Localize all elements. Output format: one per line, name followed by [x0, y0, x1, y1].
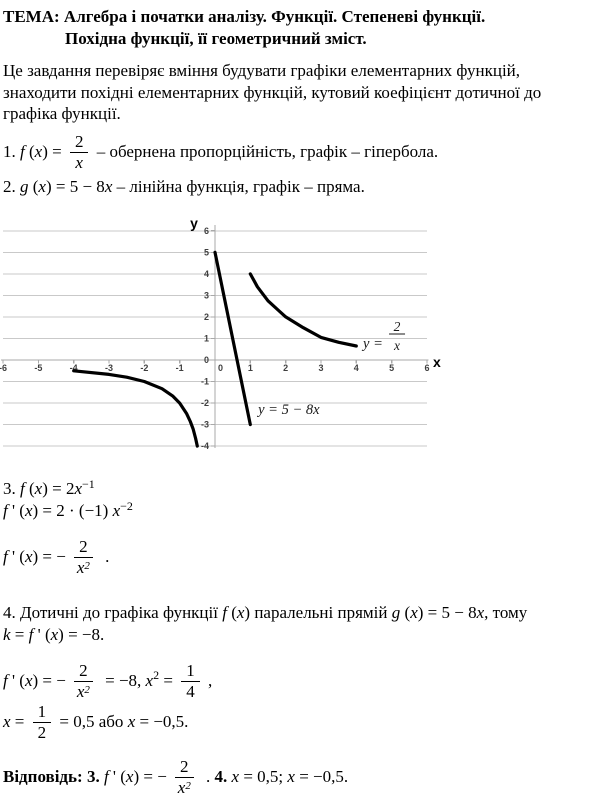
- tick-labels: -6 -5 -4 -3 -2 -1 0 1 2 3 4 5 6 -4 -3 -2 -1 0 1 2 3 4 5 6: [0, 226, 429, 451]
- item3-line1: 3. f (x) = 2x−1: [3, 477, 95, 498]
- svg-text:3: 3: [318, 363, 323, 373]
- svg-text:4: 4: [354, 363, 359, 373]
- axis-titles: yx: [190, 215, 441, 370]
- svg-text:-3: -3: [201, 420, 209, 430]
- svg-text:5: 5: [204, 247, 209, 257]
- axis-label-x: x: [433, 354, 441, 370]
- svg-text:y = 5 − 8x: y = 5 − 8x: [256, 402, 320, 418]
- svg-text:0: 0: [204, 355, 209, 365]
- item4-line2: k = f ' (x) = −8.: [3, 624, 105, 644]
- page-title: ТЕМА: Алгебра і початки аналізу. Функції…: [3, 6, 485, 49]
- svg-text:5: 5: [389, 363, 394, 373]
- item3-line3: f ' (x) = − 2 x2 .: [3, 537, 110, 577]
- intro-paragraph: Це завдання перевіряє вміння будувати гр…: [3, 60, 541, 125]
- axis-label-y: y: [190, 215, 198, 231]
- svg-text:-4: -4: [70, 363, 78, 373]
- svg-text:-1: -1: [201, 377, 209, 387]
- svg-text:3: 3: [204, 290, 209, 300]
- item3-line2: f ' (x) = 2 · (−1) x−2: [3, 498, 133, 520]
- svg-text:2: 2: [204, 312, 209, 322]
- svg-text:-1: -1: [176, 363, 184, 373]
- svg-text:x: x: [393, 338, 400, 353]
- svg-text:2: 2: [394, 319, 401, 334]
- intro-line-2: знаходити похідні елементарних функцій, …: [3, 82, 542, 102]
- svg-text:6: 6: [204, 226, 209, 236]
- page-title-line1: ТЕМА: Алгебра і початки аналізу. Функції…: [3, 7, 486, 26]
- svg-text:-2: -2: [201, 398, 209, 408]
- intro-line-3: графіка функції.: [3, 104, 121, 123]
- svg-text:4: 4: [204, 269, 209, 279]
- intro-line-1: Це завдання перевіряє вміння будувати гр…: [3, 61, 521, 80]
- series: [72, 250, 358, 448]
- item4-line1: 4. Дотичні до графіка функції f (x) пара…: [3, 603, 528, 622]
- svg-text:-4: -4: [201, 441, 209, 451]
- item2-formula: 2. g (x) = 5 − 8x – лінійна функція, гра…: [3, 177, 365, 196]
- svg-text:2: 2: [283, 363, 288, 373]
- curve-labels: y = 2 x y = 5 − 8x: [256, 319, 406, 418]
- svg-text:1: 1: [204, 333, 209, 343]
- svg-text:-5: -5: [34, 363, 42, 373]
- svg-text:6: 6: [424, 363, 429, 373]
- svg-text:y =: y =: [361, 336, 383, 352]
- answer-line: Відповідь: 3. f ' (x) = − 2 x2 . 4. x = 0…: [3, 757, 349, 797]
- svg-text:0: 0: [218, 363, 223, 373]
- svg-text:-3: -3: [105, 363, 113, 373]
- axes: [1, 225, 429, 448]
- svg-text:1: 1: [248, 363, 253, 373]
- svg-text:-6: -6: [0, 363, 7, 373]
- page-title-line2: Похідна функції, її геометричний зміст.: [65, 28, 367, 48]
- svg-text:-2: -2: [140, 363, 148, 373]
